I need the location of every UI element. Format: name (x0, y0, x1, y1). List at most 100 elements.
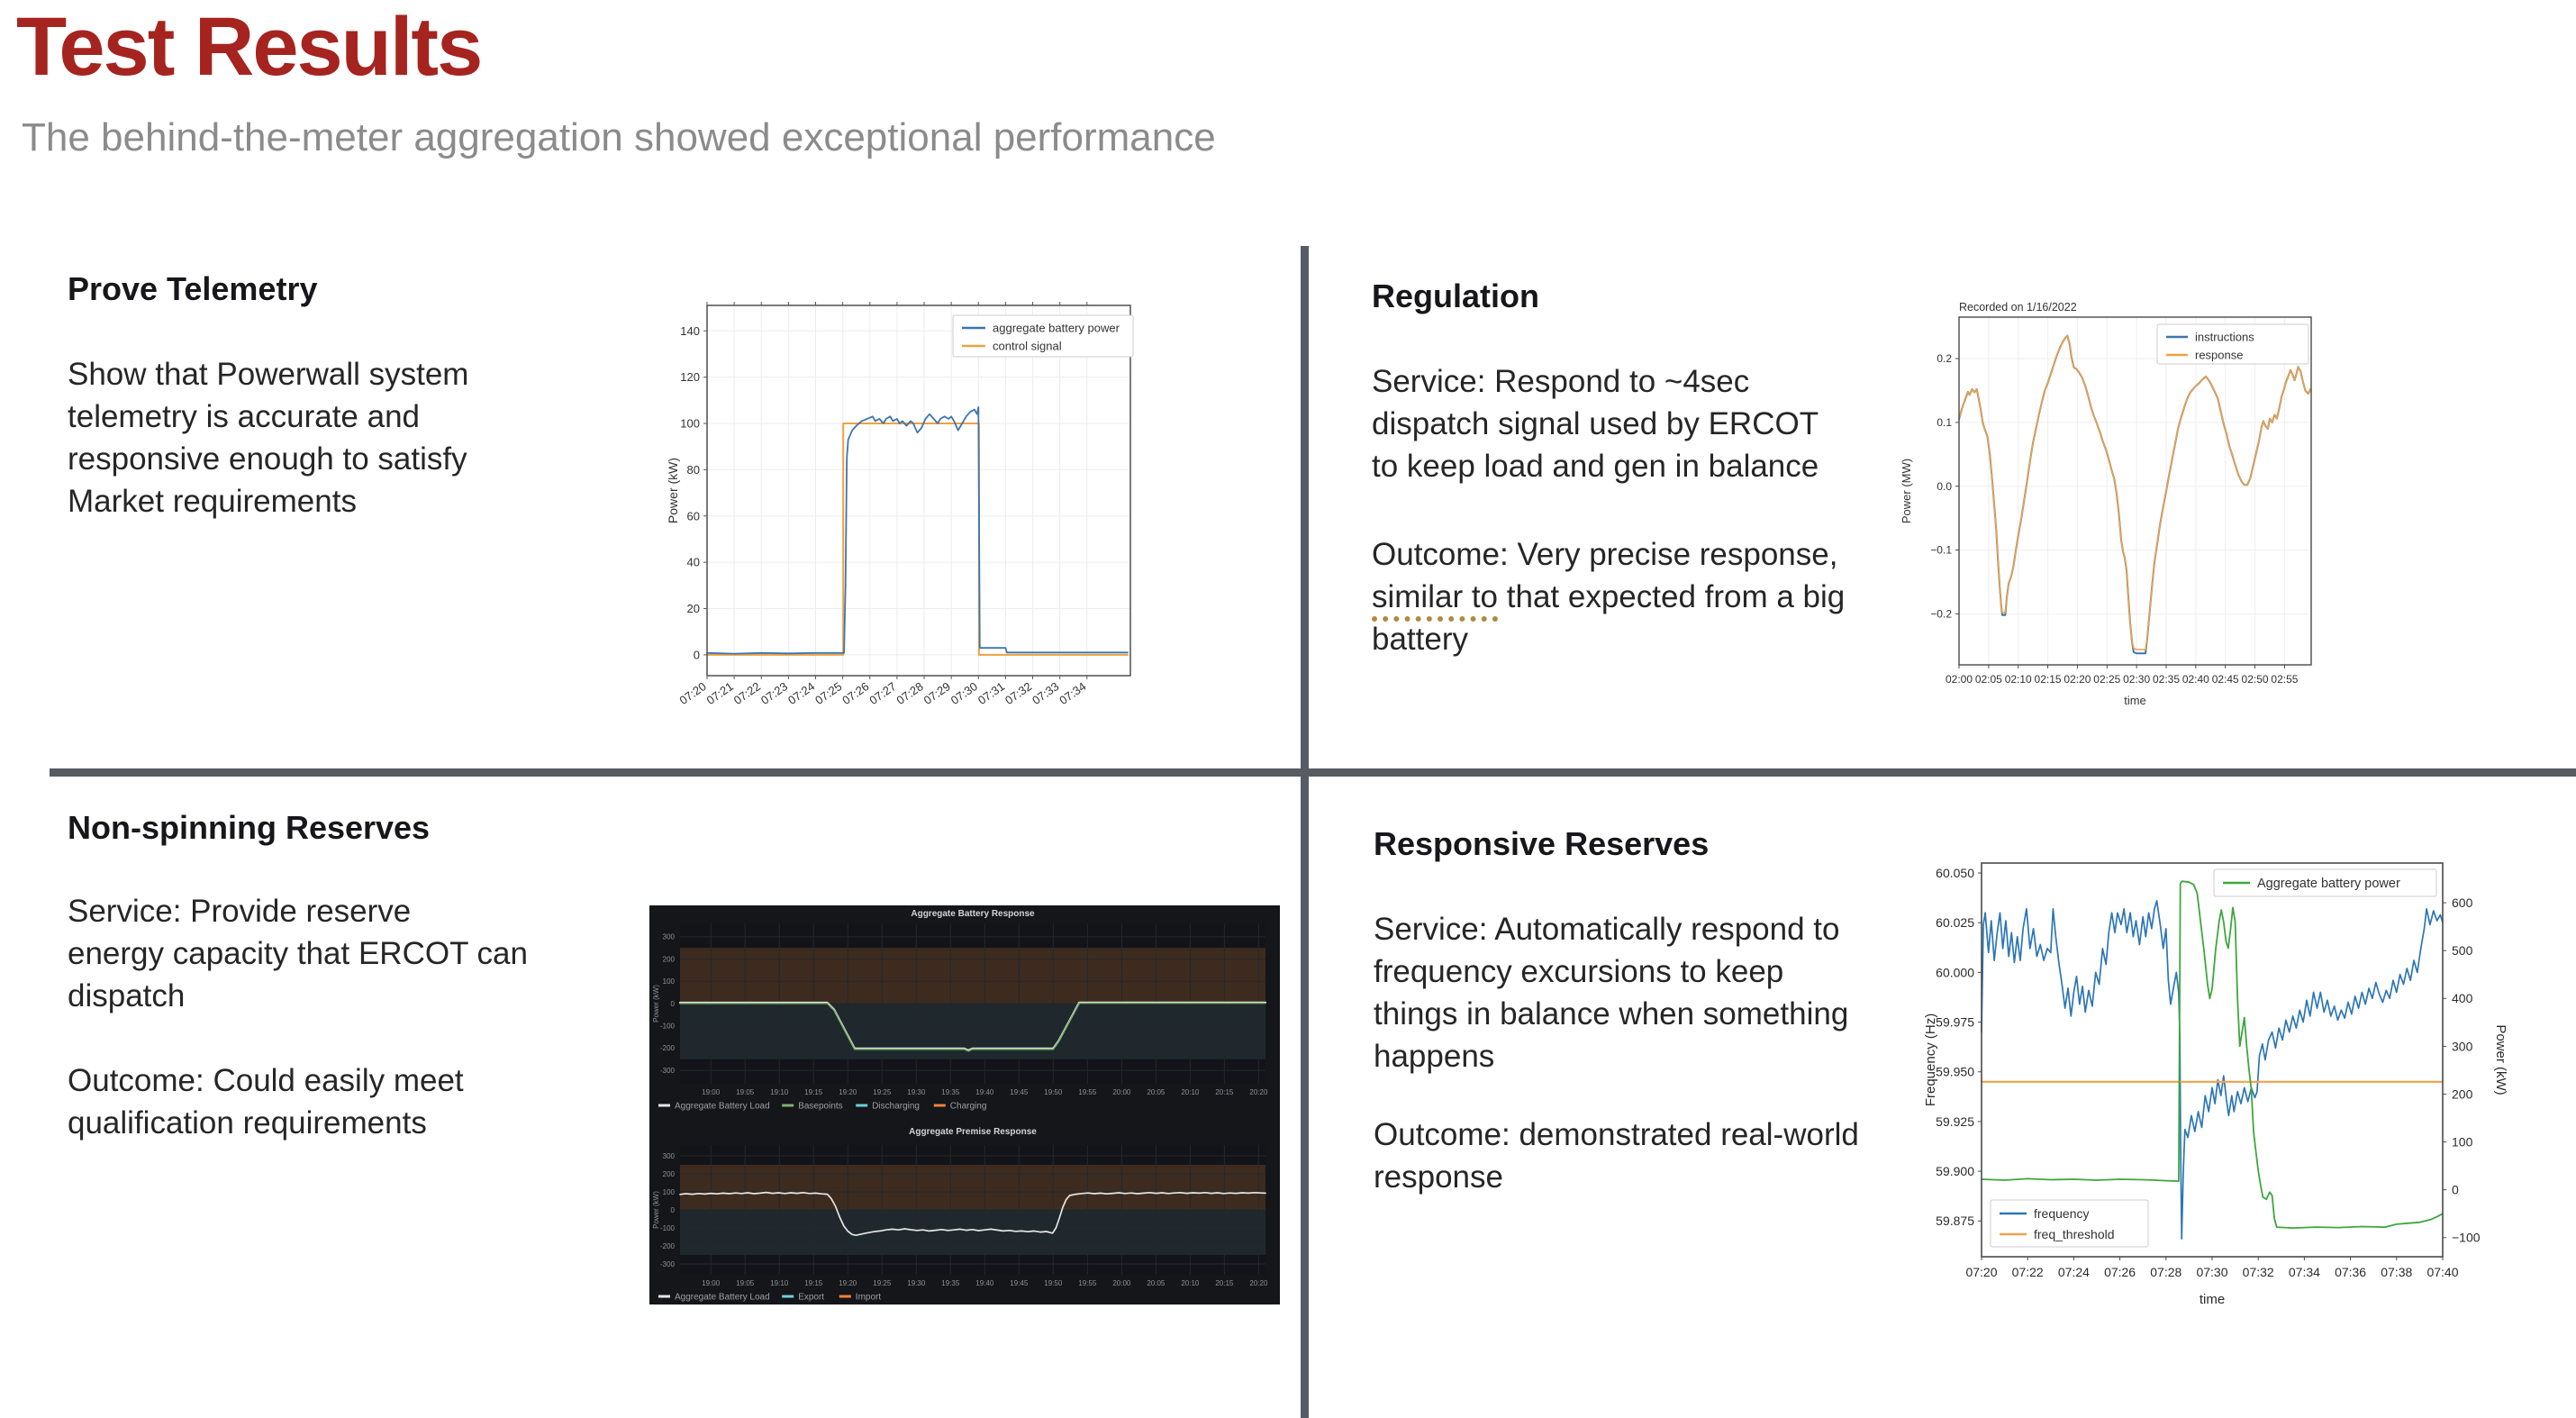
svg-text:Aggregate battery power: Aggregate battery power (2257, 877, 2400, 891)
horizontal-divider (50, 768, 2576, 777)
body-prove-telemetry: Show that Powerwall system telemetry is … (68, 357, 469, 519)
svg-text:Power (MW): Power (MW) (1900, 459, 1913, 523)
svg-text:59.900: 59.900 (1936, 1164, 1974, 1178)
svg-text:19:55: 19:55 (1078, 1279, 1097, 1287)
svg-text:Power (kW): Power (kW) (652, 985, 660, 1023)
body-non-spinning-service: Service: Provide reserve energy capacity… (68, 894, 528, 1014)
svg-text:time: time (2124, 694, 2146, 707)
svg-text:300: 300 (663, 933, 676, 941)
svg-text:02:55: 02:55 (2271, 673, 2298, 686)
svg-text:02:15: 02:15 (2035, 673, 2062, 686)
svg-text:−0.2: −0.2 (1930, 608, 1952, 621)
svg-text:07:20: 07:20 (1965, 1265, 1997, 1279)
svg-text:0: 0 (2452, 1183, 2459, 1197)
body-regulation-outcome: Outcome: Very precise response, similar … (1372, 533, 1845, 660)
svg-text:Power (kW): Power (kW) (652, 1191, 660, 1229)
svg-text:02:40: 02:40 (2182, 673, 2209, 686)
svg-text:59.975: 59.975 (1936, 1014, 1974, 1029)
svg-text:19:15: 19:15 (804, 1088, 823, 1096)
svg-text:07:22: 07:22 (2012, 1265, 2044, 1279)
svg-text:60: 60 (687, 509, 700, 523)
svg-text:19:35: 19:35 (941, 1279, 960, 1287)
svg-text:Power (kW): Power (kW) (667, 458, 680, 523)
svg-text:200: 200 (2452, 1086, 2473, 1101)
svg-text:Export: Export (798, 1293, 824, 1303)
svg-text:500: 500 (2452, 943, 2473, 958)
svg-text:80: 80 (687, 463, 700, 477)
svg-text:19:50: 19:50 (1044, 1088, 1063, 1096)
svg-text:100: 100 (2452, 1134, 2473, 1149)
svg-text:120: 120 (680, 370, 700, 384)
svg-text:300: 300 (2452, 1039, 2473, 1053)
svg-text:100: 100 (663, 1188, 676, 1196)
svg-text:07:28: 07:28 (2150, 1265, 2181, 1279)
svg-text:0.1: 0.1 (1937, 416, 1952, 429)
svg-text:Aggregate Battery Load: Aggregate Battery Load (675, 1102, 770, 1112)
svg-text:Power (kW): Power (kW) (2493, 1024, 2508, 1095)
page-title: Test Results (16, 1, 483, 93)
heading-responsive: Responsive Reserves (1374, 825, 1710, 862)
svg-text:140: 140 (680, 324, 700, 338)
svg-text:02:45: 02:45 (2212, 673, 2239, 686)
body-responsive-service: Service: Automatically respond to freque… (1374, 912, 1849, 1074)
svg-text:19:35: 19:35 (941, 1088, 960, 1096)
svg-text:60.000: 60.000 (1936, 965, 1974, 979)
svg-text:19:40: 19:40 (975, 1279, 994, 1287)
svg-text:02:20: 02:20 (2064, 673, 2091, 686)
svg-text:-300: -300 (660, 1067, 676, 1075)
svg-text:19:45: 19:45 (1010, 1279, 1029, 1287)
svg-text:20:05: 20:05 (1147, 1088, 1166, 1096)
svg-text:400: 400 (2452, 991, 2473, 1005)
svg-text:19:25: 19:25 (873, 1088, 892, 1096)
svg-text:59.950: 59.950 (1936, 1065, 1974, 1079)
svg-text:−0.1: −0.1 (1930, 544, 1952, 557)
svg-text:07:36: 07:36 (2335, 1265, 2366, 1279)
svg-text:19:00: 19:00 (702, 1279, 721, 1287)
svg-text:07:38: 07:38 (2381, 1265, 2412, 1279)
responsive-reserves-chart: 07:20 07:22 07:24 07:26 07:28 07:30 07:32 07:34… (1923, 847, 2576, 1351)
svg-text:-200: -200 (660, 1242, 676, 1250)
svg-text:19:15: 19:15 (804, 1279, 823, 1287)
svg-text:0.2: 0.2 (1937, 352, 1952, 365)
svg-text:02:00: 02:00 (1946, 673, 1973, 686)
svg-text:20:10: 20:10 (1181, 1088, 1200, 1096)
svg-text:02:10: 02:10 (2005, 673, 2032, 686)
regulation-outcome-pre: Outcome: Very precise response, (1372, 537, 1838, 572)
svg-text:59.925: 59.925 (1936, 1114, 1974, 1129)
svg-text:Import: Import (856, 1293, 882, 1303)
svg-text:aggregate battery power: aggregate battery power (993, 322, 1120, 335)
svg-text:20:20: 20:20 (1249, 1279, 1268, 1287)
grafana-premise-response-chart: 19:00 19:05 19:10 19:15 19:20 19:25 19:30 19:35… (649, 1122, 1280, 1304)
svg-text:600: 600 (2452, 895, 2473, 910)
svg-text:07:24: 07:24 (2058, 1265, 2090, 1279)
body-regulation-service: Service: Respond to ~4sec dispatch signa… (1372, 364, 1819, 484)
heading-prove-telemetry: Prove Telemetry (68, 270, 318, 307)
svg-text:07:34: 07:34 (2289, 1265, 2320, 1279)
svg-text:02:35: 02:35 (2153, 673, 2180, 686)
svg-text:Aggregate Battery Response: Aggregate Battery Response (911, 909, 1035, 919)
svg-text:200: 200 (663, 1170, 676, 1178)
svg-text:instructions: instructions (2195, 331, 2254, 344)
svg-text:40: 40 (687, 556, 700, 569)
svg-text:Frequency (Hz): Frequency (Hz) (1923, 1014, 1938, 1106)
vertical-divider (1301, 246, 1309, 1418)
regulation-outcome-post: that expected from a big battery (1372, 579, 1846, 657)
svg-text:Basepoints: Basepoints (798, 1102, 842, 1112)
svg-text:20:00: 20:00 (1112, 1088, 1131, 1096)
svg-text:19:40: 19:40 (975, 1088, 994, 1096)
heading-non-spinning: Non-spinning Reserves (68, 809, 431, 846)
svg-text:19:30: 19:30 (907, 1088, 926, 1096)
page-subtitle: The behind-the-meter aggregation showed … (22, 115, 1216, 159)
svg-text:19:30: 19:30 (907, 1279, 926, 1287)
regulation-outcome-underlined: similar to (1372, 579, 1499, 622)
svg-text:60.050: 60.050 (1936, 866, 1974, 880)
svg-text:60.025: 60.025 (1936, 915, 1974, 930)
svg-text:frequency: frequency (2034, 1206, 2089, 1221)
svg-text:-100: -100 (660, 1224, 676, 1232)
svg-text:19:05: 19:05 (736, 1088, 755, 1096)
svg-text:Recorded on 1/16/2022: Recorded on 1/16/2022 (1959, 301, 2077, 314)
svg-text:19:25: 19:25 (873, 1279, 892, 1287)
svg-text:20:15: 20:15 (1215, 1088, 1234, 1096)
svg-text:19:10: 19:10 (770, 1088, 789, 1096)
